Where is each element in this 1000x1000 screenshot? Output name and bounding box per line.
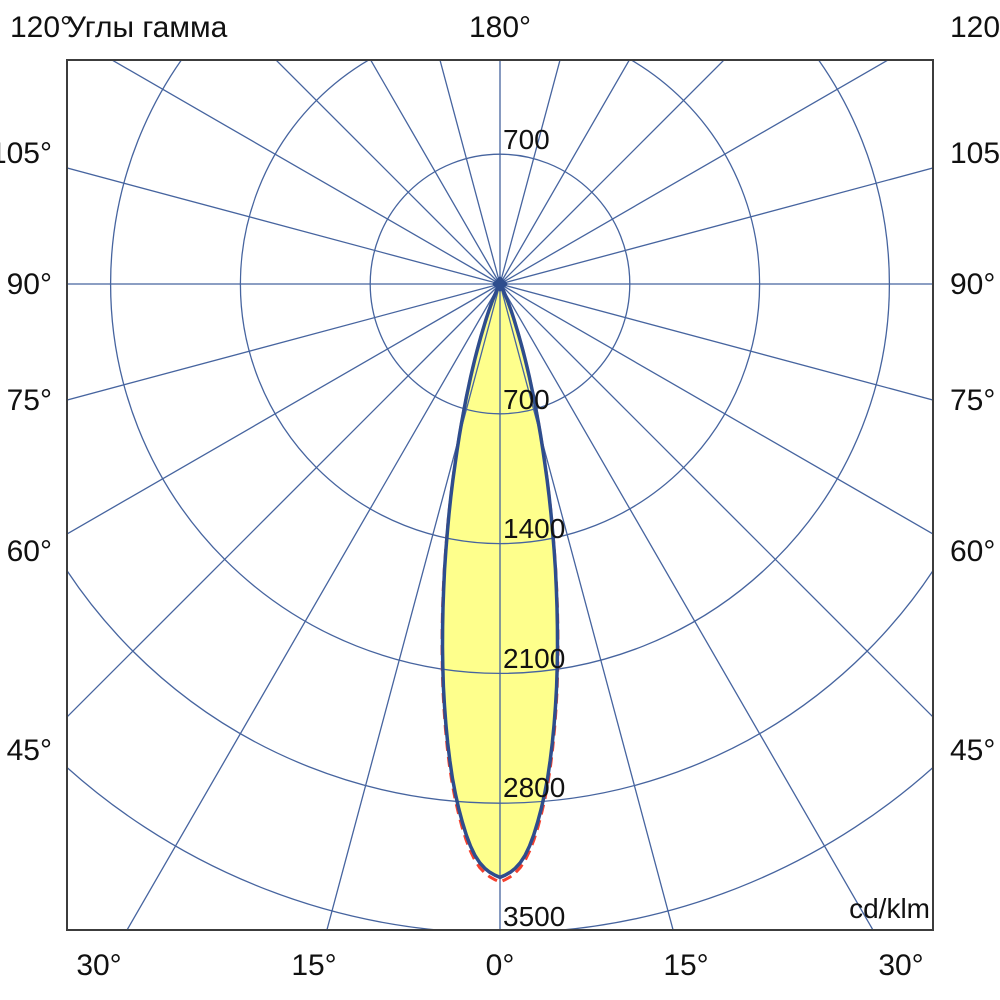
gamma-angle-label-bottom-3: 15° <box>663 949 708 982</box>
gamma-angle-label-right-45: 45° <box>950 734 995 767</box>
angle-spoke-195 <box>439 60 501 285</box>
angle-label-top-right: 120° <box>950 11 1000 44</box>
gamma-angle-label-right-90: 90° <box>950 268 995 301</box>
angle-spoke-225 <box>275 60 501 285</box>
gamma-angle-label-left-75: 75° <box>7 384 52 417</box>
angle-spoke-315 <box>67 283 501 718</box>
gamma-angle-label-bottom-4: 30° <box>878 949 923 982</box>
angle-spoke-165 <box>499 60 561 285</box>
gamma-angle-label-bottom-2: 0° <box>486 949 515 982</box>
plot-frame <box>66 59 934 931</box>
angle-spoke-300 <box>67 283 501 535</box>
unit-label: cd/klm <box>849 893 930 924</box>
intensity-curve-c0-c180 <box>440 282 560 880</box>
gamma-angle-label-bottom-1: 15° <box>291 949 336 982</box>
gamma-angle-label-left-60: 60° <box>7 535 52 568</box>
labels-layer: 120° Углы гамма 180° 120° cd/klm 105° 105… <box>0 11 1000 982</box>
radial-tick-label-3: 2100 <box>503 643 565 674</box>
angle-spoke-240 <box>110 60 501 285</box>
angle-spoke-120 <box>499 60 890 285</box>
angle-spoke-210 <box>369 60 501 285</box>
gamma-angle-label-left-105: 105° <box>0 137 52 170</box>
angle-spoke-255 <box>67 167 501 285</box>
chart-title: Углы гамма <box>67 11 228 44</box>
angle-label-top-center: 180° <box>469 11 531 44</box>
angle-spoke-345 <box>326 283 501 930</box>
photometric-center-point <box>492 276 508 292</box>
radial-tick-label-5: 3500 <box>503 901 565 932</box>
gamma-angle-label-right-75: 75° <box>950 384 995 417</box>
radial-tick-label-2: 1400 <box>503 513 565 544</box>
intensity-curve-layer <box>440 276 560 884</box>
radial-tick-label-1: 700 <box>503 384 550 415</box>
angle-label-top-left: 120° <box>10 11 72 44</box>
angle-spoke-135 <box>499 60 725 285</box>
gamma-angle-label-left-90: 90° <box>7 268 52 301</box>
angle-spoke-60 <box>499 283 933 535</box>
angle-spoke-45 <box>499 283 933 718</box>
gamma-angle-label-right-105: 105° <box>950 137 1000 170</box>
angle-spoke-285 <box>67 283 501 401</box>
angle-spoke-150 <box>499 60 631 285</box>
gamma-angle-label-left-45: 45° <box>7 734 52 767</box>
radial-tick-label-0: 700 <box>503 124 550 155</box>
angle-spoke-15 <box>499 283 674 930</box>
gamma-angle-label-bottom-0: 30° <box>76 949 121 982</box>
angle-spoke-75 <box>499 283 933 401</box>
angle-spoke-30 <box>499 283 874 930</box>
radial-tick-label-4: 2800 <box>503 772 565 803</box>
gamma-angle-label-right-60: 60° <box>950 535 995 568</box>
angle-spoke-105 <box>499 167 933 285</box>
angle-spoke-330 <box>126 283 501 930</box>
